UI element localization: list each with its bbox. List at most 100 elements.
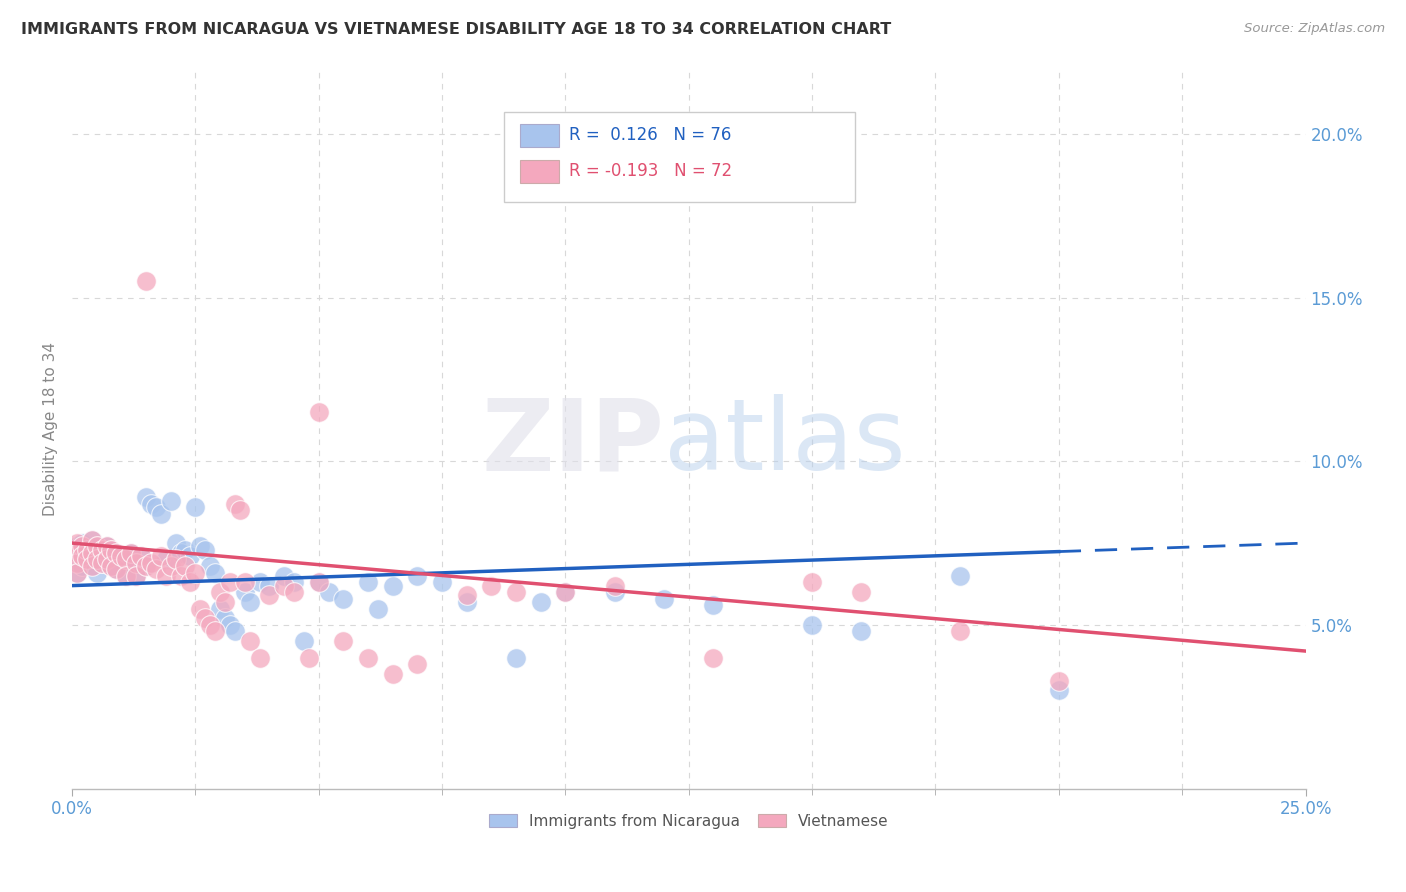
Text: R = -0.193   N = 72: R = -0.193 N = 72 (569, 162, 733, 180)
Point (456, 589, 478, 603)
Point (66, 566, 89, 580)
Point (66, 556, 89, 570)
Point (198, 618, 221, 632)
Point (105, 562, 128, 576)
Point (76, 542, 98, 557)
Point (76, 552, 98, 566)
Point (149, 507, 172, 521)
Point (292, 634, 315, 648)
Point (259, 579, 281, 593)
Point (702, 599, 724, 613)
Point (188, 539, 211, 553)
Point (110, 549, 132, 563)
Point (357, 575, 380, 590)
Point (125, 569, 148, 583)
Point (430, 575, 453, 590)
Point (530, 595, 553, 609)
Point (308, 575, 330, 590)
Point (949, 569, 972, 583)
Point (801, 618, 824, 632)
Point (214, 611, 236, 625)
Point (96, 552, 118, 566)
Point (165, 536, 187, 550)
FancyBboxPatch shape (520, 160, 560, 183)
Point (332, 634, 354, 648)
Point (174, 559, 197, 574)
Point (115, 569, 138, 583)
Point (239, 634, 262, 648)
Point (204, 566, 226, 580)
Point (229, 503, 252, 517)
Point (184, 566, 207, 580)
Point (283, 575, 305, 590)
Point (76, 542, 98, 557)
Point (105, 546, 128, 560)
Point (198, 559, 221, 574)
Point (179, 575, 201, 590)
Point (249, 650, 271, 665)
Point (66, 536, 89, 550)
Point (481, 579, 503, 593)
Point (259, 589, 281, 603)
Point (66, 556, 89, 570)
Point (100, 559, 122, 574)
Point (159, 559, 181, 574)
Point (139, 556, 162, 570)
Point (155, 569, 177, 583)
Point (381, 667, 404, 681)
Point (219, 575, 242, 590)
Point (1047, 683, 1070, 698)
Point (70, 546, 93, 560)
Point (105, 562, 128, 576)
Point (801, 575, 824, 590)
Point (249, 575, 271, 590)
Point (949, 624, 972, 639)
Text: IMMIGRANTS FROM NICARAGUA VS VIETNAMESE DISABILITY AGE 18 TO 34 CORRELATION CHAR: IMMIGRANTS FROM NICARAGUA VS VIETNAMESE … (21, 22, 891, 37)
Point (86, 539, 108, 553)
Point (135, 490, 157, 504)
Point (66, 566, 89, 580)
Point (381, 579, 404, 593)
Point (86, 566, 108, 580)
Point (184, 500, 207, 514)
Point (66, 546, 89, 560)
Point (851, 624, 873, 639)
Point (105, 546, 128, 560)
Point (214, 595, 236, 609)
Point (159, 493, 181, 508)
Point (129, 549, 152, 563)
Point (80, 559, 103, 574)
Point (96, 552, 118, 566)
Point (505, 650, 527, 665)
Point (851, 585, 873, 599)
Point (135, 559, 157, 574)
Point (283, 585, 305, 599)
Point (318, 585, 340, 599)
FancyBboxPatch shape (503, 112, 855, 202)
Point (66, 549, 89, 563)
Point (273, 569, 295, 583)
Point (90, 542, 112, 557)
Point (224, 497, 246, 511)
Point (174, 542, 197, 557)
Point (308, 405, 330, 419)
Point (100, 542, 122, 557)
Point (208, 601, 231, 615)
Point (80, 533, 103, 547)
Point (80, 546, 103, 560)
Point (96, 539, 118, 553)
Text: R =  0.126   N = 76: R = 0.126 N = 76 (569, 127, 731, 145)
Point (308, 575, 330, 590)
Point (86, 539, 108, 553)
Point (125, 556, 148, 570)
Point (169, 569, 191, 583)
FancyBboxPatch shape (520, 124, 560, 147)
Point (406, 657, 429, 672)
Point (233, 585, 256, 599)
Point (332, 591, 354, 606)
Point (70, 536, 93, 550)
Point (224, 624, 246, 639)
Point (603, 585, 626, 599)
Point (505, 585, 527, 599)
Point (120, 546, 142, 560)
